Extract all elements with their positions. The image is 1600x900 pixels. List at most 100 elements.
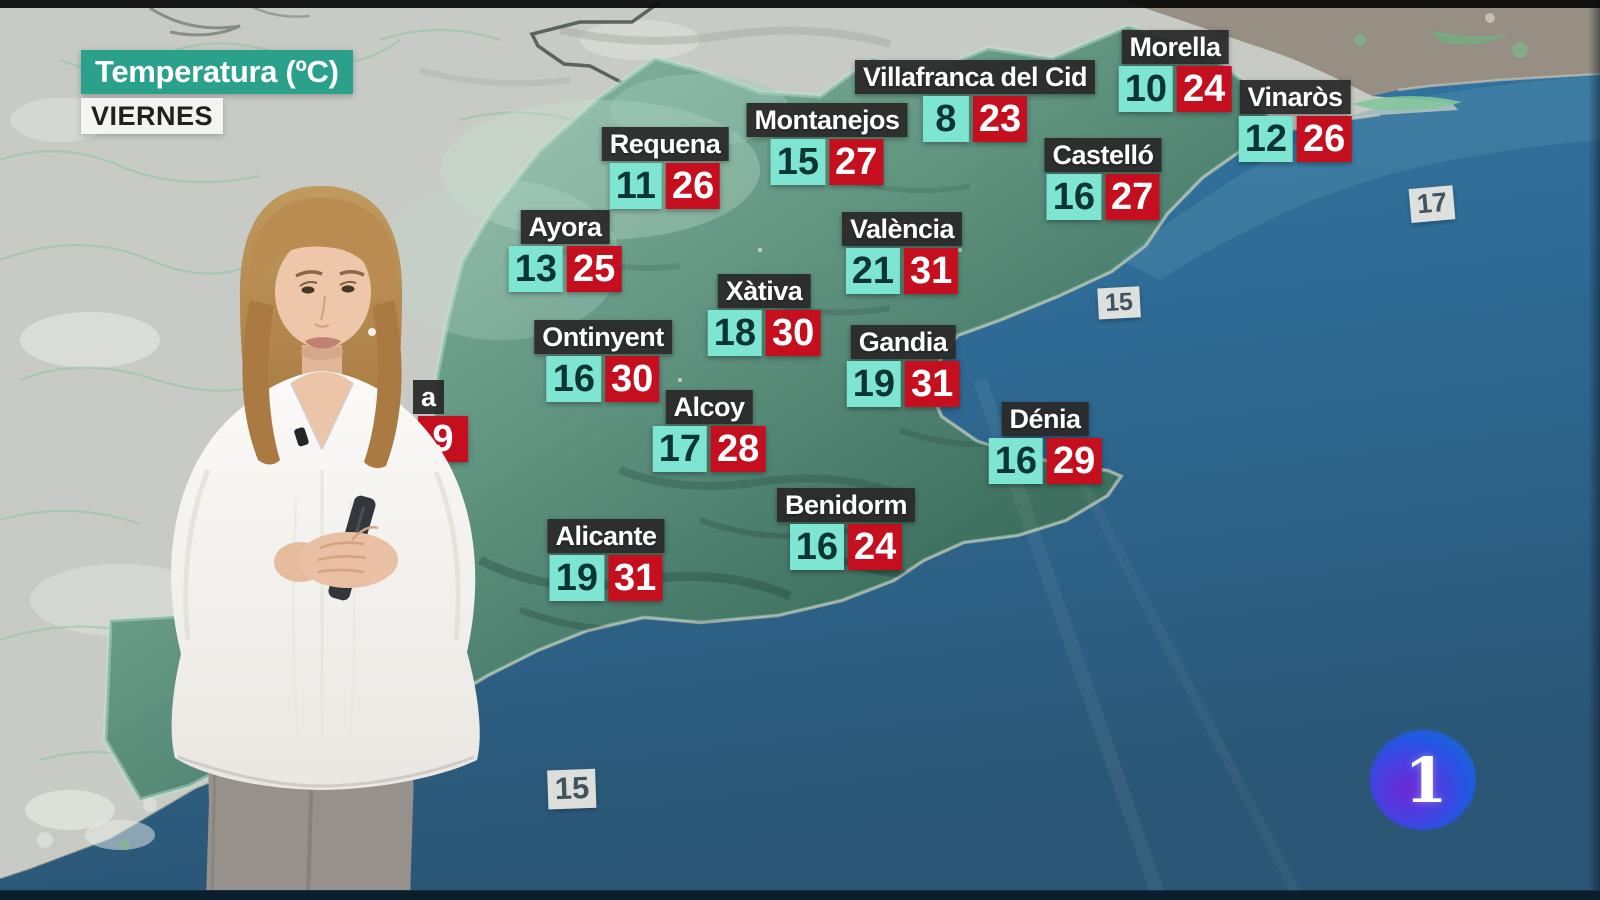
city-temps: 8 23	[922, 96, 1028, 142]
city-temps: 15 27	[770, 139, 884, 185]
neck-shadow	[300, 344, 344, 360]
logo-blue-blob	[1370, 730, 1476, 830]
city-temps: 12 26	[1238, 116, 1352, 162]
max-temperature: 24	[1177, 66, 1232, 112]
max-temperature: 26	[665, 163, 721, 209]
min-temperature: 16	[1046, 174, 1101, 220]
channel-number: 1	[1404, 743, 1448, 817]
presenter-face-features	[295, 270, 365, 349]
min-temperature: 18	[707, 310, 762, 356]
right-edge-vignette	[1588, 0, 1600, 900]
city-name: Xàtiva	[717, 274, 811, 308]
min-temperature: 19	[549, 555, 604, 601]
city-temperature-label: Requena 11 26	[601, 127, 729, 209]
city-temps: 16 29	[988, 438, 1102, 484]
lapel-microphone	[294, 427, 309, 447]
min-temperature: 8	[922, 96, 969, 142]
channel-logo: 1	[1370, 730, 1476, 830]
city-temperature-label: Gandia 19 31	[846, 325, 960, 407]
city-name: Vinaròs	[1239, 80, 1351, 114]
city-name: Requena	[601, 127, 729, 161]
city-temperature-label: Ayora 13 25	[508, 210, 622, 292]
city-name: Alicante	[547, 519, 665, 553]
max-temperature: 29	[1047, 438, 1102, 484]
city-name: Gandia	[850, 325, 956, 359]
min-temperature: 13	[508, 246, 563, 292]
presenter-hair-strand-left	[242, 300, 280, 465]
city-temperature-label: Alicante 19 31	[547, 519, 665, 601]
presenter-hands	[274, 526, 398, 588]
max-temperature: 30	[605, 356, 660, 402]
city-temps: 21 31	[845, 248, 959, 294]
city-temps: 10 24	[1118, 66, 1232, 112]
city-temps: 18 30	[707, 310, 821, 356]
ebro-land	[1120, 0, 1600, 96]
forecast-day-label: VIERNES	[81, 98, 224, 134]
max-temperature: 25	[567, 246, 622, 292]
city-temperature-label: Villafranca del Cid 8 23	[854, 60, 1096, 142]
city-name: Morella	[1121, 30, 1229, 64]
max-temperature: 24	[847, 524, 903, 570]
min-temperature: 16	[789, 524, 844, 570]
min-temperature: 16	[546, 356, 601, 402]
city-name: Ontinyent	[534, 320, 672, 354]
max-temperature: 26	[1297, 116, 1352, 162]
city-name: Ayora	[520, 210, 610, 244]
max-temperature: 27	[1104, 174, 1160, 220]
presenter-hair-strand-right	[364, 300, 402, 469]
presenter-hair-fringe	[249, 198, 397, 314]
city-temperature-label: Ontinyent 16 30	[534, 320, 672, 402]
presenter-face	[275, 236, 371, 348]
presenter	[171, 186, 480, 900]
earring	[368, 328, 376, 336]
max-temperature: 30	[766, 310, 821, 356]
city-temperature-label: Dénia 16 29	[988, 402, 1102, 484]
bottom-edge-bar	[0, 890, 1600, 900]
city-temperature-label: Alcoy 17 28	[652, 390, 766, 472]
city-temperature-label: Vinaròs 12 26	[1238, 80, 1352, 162]
city-temperature-label: Xàtiva 18 30	[707, 274, 821, 356]
city-name: Benidorm	[776, 488, 916, 522]
salt-flats	[25, 790, 157, 850]
city-temperature-label: Morella 10 24	[1118, 30, 1232, 112]
max-temperature: 27	[828, 139, 884, 185]
city-name: València	[841, 212, 963, 246]
partially-hidden-city-label: a 9	[413, 380, 468, 462]
city-temperature-label: Montanejos 15 27	[746, 103, 908, 185]
city-name: Montanejos	[746, 103, 908, 137]
ebro-green-patches	[1354, 13, 1528, 58]
city-temps: 16 27	[1046, 174, 1160, 220]
vneck-trim	[290, 382, 354, 450]
min-temperature: 21	[845, 248, 900, 294]
min-temperature: 11	[609, 163, 662, 209]
presenter-vneck	[291, 372, 353, 449]
sea-temperature-label: 15	[547, 768, 597, 810]
city-temps: 11 26	[609, 163, 721, 209]
city-temperature-label: Benidorm 16 24	[776, 488, 916, 570]
city-temps: 19 31	[549, 555, 663, 601]
sea-shelf	[1120, 76, 1600, 280]
min-temperature: 17	[652, 426, 707, 472]
page-title: Temperatura (ºC)	[81, 50, 353, 94]
city-temps: 16 30	[546, 356, 660, 402]
city-temps: 19 31	[846, 361, 960, 407]
min-temperature: 19	[846, 361, 901, 407]
city-name: Castelló	[1044, 138, 1162, 172]
max-temperature: 28	[711, 426, 766, 472]
max-temperature: 31	[905, 361, 960, 407]
sea	[0, 74, 1600, 900]
sea-temperature-label: 17	[1408, 185, 1456, 223]
max-temperature: 31	[904, 248, 959, 294]
city-name: Dénia	[1001, 402, 1089, 436]
city-name: Alcoy	[665, 390, 753, 424]
city-temperature-label: València 21 31	[841, 212, 963, 294]
city-temps: 17 28	[652, 426, 766, 472]
max-temperature: 31	[607, 555, 663, 601]
min-temperature: 10	[1118, 66, 1173, 112]
hidden-city-name-fragment: a	[413, 380, 445, 414]
city-temps: 13 25	[508, 246, 622, 292]
min-temperature: 15	[770, 139, 825, 185]
top-letterbox-bar	[0, 0, 1600, 8]
city-temps: 16 24	[789, 524, 903, 570]
